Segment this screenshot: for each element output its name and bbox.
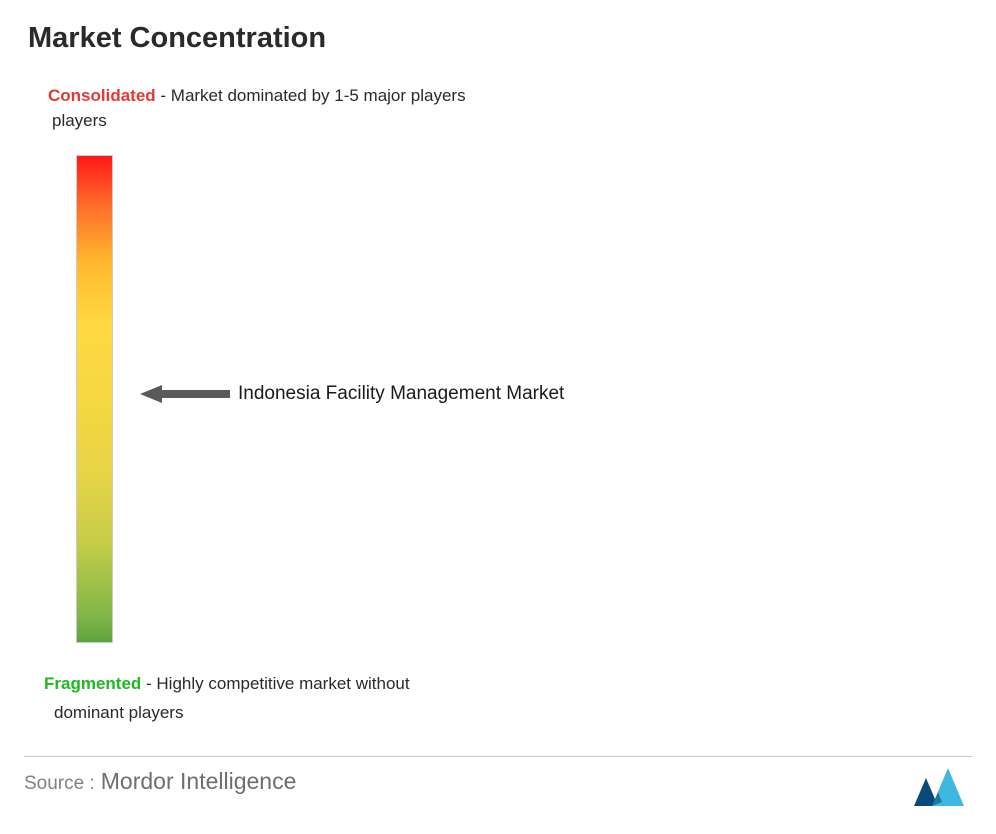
market-position-marker: Indonesia Facility Management Market [140, 383, 564, 405]
market-label: Indonesia Facility Management Market [238, 383, 564, 405]
consolidated-desc-text: - Market dominated by 1-5 major players [156, 86, 466, 105]
dominant-players-line: dominant players [44, 699, 410, 726]
concentration-gradient-bar [76, 155, 113, 643]
page-title: Market Concentration [0, 0, 996, 55]
players-line: players [0, 111, 996, 131]
source-attribution: Source : Mordor Intelligence [24, 768, 296, 795]
mordor-logo-icon [912, 766, 972, 815]
source-label: Source : [24, 773, 95, 795]
fragmented-label: Fragmented [44, 674, 141, 693]
footer-divider [24, 756, 972, 757]
fragmented-desc-text: - Highly competitive market without [141, 674, 409, 693]
gradient-scale-container [76, 155, 113, 643]
arrow-left-icon [140, 383, 230, 405]
fragmented-description: Fragmented - Highly competitive market w… [44, 670, 410, 726]
consolidated-description: Consolidated - Market dominated by 1-5 m… [0, 55, 600, 109]
consolidated-label: Consolidated [48, 86, 156, 105]
source-name: Mordor Intelligence [101, 768, 297, 795]
